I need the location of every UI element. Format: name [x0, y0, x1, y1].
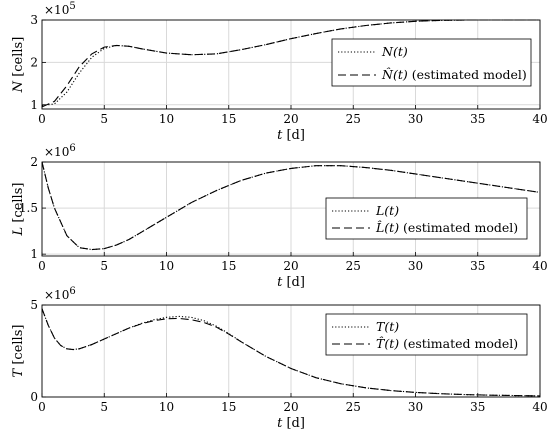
y-exponent-base: ×10	[44, 288, 69, 302]
y-exponent-label: ×106	[44, 286, 76, 302]
legend-label: L(t)	[375, 203, 399, 218]
legend-entry-true: N(t)	[381, 44, 408, 59]
y-exponent-base: ×10	[44, 3, 69, 17]
x-tick-label: 35	[470, 259, 485, 273]
y-tick-label: 5	[30, 298, 38, 312]
y-tick-label: 1	[30, 98, 38, 112]
y-tick-label: 1	[30, 247, 38, 261]
legend-box	[325, 313, 528, 356]
legend-box	[325, 197, 528, 240]
y-axis-symbol: N	[11, 80, 26, 93]
x-tick-label: 40	[532, 400, 547, 414]
y-axis-unit: [cells]	[11, 325, 26, 369]
legend-suffix: (estimated model)	[408, 67, 527, 82]
legend-label: T(t)	[376, 319, 399, 334]
x-tick-label: 20	[283, 400, 298, 414]
x-tick-label: 35	[470, 400, 485, 414]
y-axis-label: N [cells]	[11, 37, 26, 94]
y-axis-unit: [cells]	[11, 37, 26, 81]
x-tick-label: 20	[283, 112, 298, 126]
x-tick-label: 15	[221, 400, 236, 414]
legend: N(t) N̂(t) (estimated model)	[331, 38, 532, 87]
legend-entry-estimated: T̂(t) (estimated model)	[376, 336, 518, 351]
y-exponent-base: ×10	[44, 145, 69, 159]
legend-entry-estimated: L̂(t) (estimated model)	[375, 220, 518, 235]
chart-panel-3: 0 5 10 15 20 25 30 35 40 0 5 ×106 t [d] T [cells] T(t)…	[11, 286, 548, 431]
y-axis-label: L [cells]	[11, 183, 26, 237]
x-tick-label: 0	[38, 112, 46, 126]
x-axis-symbol: t	[277, 128, 283, 143]
x-tick-label: 30	[408, 400, 423, 414]
x-tick-label: 0	[38, 259, 46, 273]
legend-box	[331, 38, 532, 87]
legend-entry-true: T(t)	[376, 319, 399, 334]
series-line-estimated	[41, 308, 541, 397]
x-tick-label: 10	[159, 400, 174, 414]
y-axis-symbol: L	[11, 227, 26, 237]
x-tick-label: 25	[346, 112, 361, 126]
y-exponent-power: 6	[69, 286, 75, 297]
y-exponent-label: ×105	[44, 1, 76, 17]
y-axis-label: T [cells]	[11, 325, 26, 378]
x-tick-label: 0	[38, 400, 46, 414]
y-exponent-power: 5	[69, 1, 75, 12]
y-tick-label: 2	[30, 155, 38, 169]
legend-suffix: (estimated model)	[399, 336, 518, 351]
x-tick-label: 20	[283, 259, 298, 273]
series-line-estimated	[41, 19, 540, 108]
x-tick-label: 5	[100, 400, 108, 414]
y-tick-label: 2	[30, 55, 38, 69]
x-tick-label: 40	[532, 259, 547, 273]
x-axis-label: t [d]	[277, 128, 305, 143]
x-tick-label: 30	[408, 112, 423, 126]
x-tick-label: 35	[470, 112, 485, 126]
x-axis-symbol: t	[277, 416, 283, 431]
x-axis-unit: [d]	[282, 275, 305, 290]
x-axis-label: t [d]	[277, 275, 305, 290]
legend: L(t) L̂(t) (estimated model)	[325, 197, 528, 240]
x-tick-label: 30	[408, 259, 423, 273]
x-tick-label: 10	[159, 259, 174, 273]
legend-entry-true: L(t)	[375, 203, 399, 218]
x-axis-label: t [d]	[277, 416, 305, 431]
x-tick-label: 25	[346, 259, 361, 273]
x-axis-unit: [d]	[282, 416, 305, 431]
y-tick-label: 3	[30, 13, 38, 27]
y-axis-symbol: T	[11, 367, 26, 377]
x-tick-label: 40	[532, 112, 547, 126]
y-tick-label: 0	[30, 390, 38, 404]
x-tick-label: 10	[159, 112, 174, 126]
legend-entry-estimated: N̂(t) (estimated model)	[381, 67, 527, 82]
y-exponent-power: 6	[69, 143, 75, 154]
x-axis-symbol: t	[277, 275, 283, 290]
legend-label: L̂(t)	[375, 220, 399, 235]
legend-label: N(t)	[381, 44, 408, 59]
x-tick-label: 5	[100, 112, 108, 126]
y-exponent-label: ×106	[44, 143, 76, 159]
x-tick-label: 5	[100, 259, 108, 273]
legend-label: N̂(t)	[381, 67, 408, 82]
x-tick-label: 25	[346, 400, 361, 414]
legend: T(t) T̂(t) (estimated model)	[325, 313, 528, 356]
y-axis-unit: [cells]	[11, 183, 26, 227]
y-tick-label: 1.5	[19, 201, 38, 215]
x-tick-label: 15	[221, 259, 236, 273]
x-axis-unit: [d]	[282, 128, 305, 143]
x-tick-label: 15	[221, 112, 236, 126]
legend-label: T̂(t)	[376, 336, 399, 351]
series-line-estimated	[41, 161, 541, 251]
legend-suffix: (estimated model)	[399, 220, 518, 235]
